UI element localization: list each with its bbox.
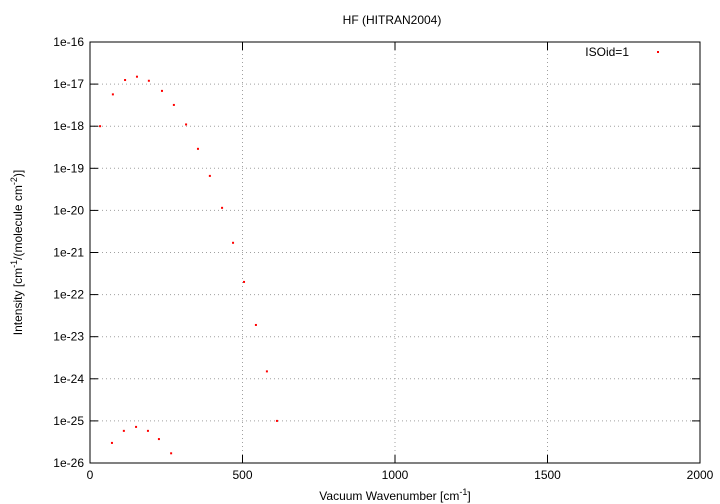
y-axis-label-sup: -1 bbox=[9, 260, 19, 268]
y-tick-label: 1e-24 bbox=[53, 372, 84, 386]
point bbox=[122, 429, 125, 432]
point bbox=[135, 425, 138, 428]
y-tick-label: 1e-21 bbox=[53, 246, 84, 260]
y-tick-label: 1e-19 bbox=[53, 161, 84, 175]
x-tick-label: 1500 bbox=[534, 468, 561, 482]
y-tick-label: 1e-18 bbox=[53, 119, 84, 133]
point bbox=[265, 370, 268, 373]
x-tick-label: 0 bbox=[87, 468, 94, 482]
point bbox=[243, 280, 246, 283]
point bbox=[157, 438, 160, 441]
y-axis-label: Intensity [cm-1/(molecule cm-2)] bbox=[9, 170, 25, 335]
y-tick-label: 1e-22 bbox=[53, 288, 84, 302]
x-axis-label: Vacuum Wavenumber [cm-1] bbox=[319, 487, 470, 503]
point bbox=[185, 123, 188, 126]
y-tick-label: 1e-17 bbox=[53, 77, 84, 91]
point bbox=[135, 75, 138, 78]
point bbox=[170, 452, 173, 455]
point bbox=[110, 441, 113, 444]
y-tick-label: 1e-25 bbox=[53, 414, 84, 428]
point bbox=[111, 93, 114, 96]
x-tick-label: 500 bbox=[232, 468, 252, 482]
point bbox=[254, 323, 257, 326]
point bbox=[147, 79, 150, 82]
point bbox=[172, 103, 175, 106]
y-axis-label-part: )] bbox=[11, 170, 25, 177]
x-tick-label: 1000 bbox=[382, 468, 409, 482]
y-axis-label-sup: -2 bbox=[9, 177, 19, 185]
plot-frame bbox=[89, 41, 701, 464]
y-tick-label: 1e-20 bbox=[53, 203, 84, 217]
point bbox=[124, 79, 127, 82]
point bbox=[99, 125, 102, 128]
y-tick-label: 1e-26 bbox=[53, 456, 84, 470]
chart-title: HF (HITRAN2004) bbox=[343, 13, 442, 27]
x-tick-label: 2000 bbox=[687, 468, 714, 482]
point bbox=[232, 241, 235, 244]
point bbox=[208, 174, 211, 177]
y-tick-label: 1e-23 bbox=[53, 330, 84, 344]
legend-label: ISOid=1 bbox=[585, 45, 629, 59]
x-axis-label-sup: -1 bbox=[459, 487, 467, 497]
point bbox=[146, 429, 149, 432]
legend-marker bbox=[657, 51, 659, 53]
point bbox=[221, 206, 224, 209]
y-axis-label-part: Intensity [cm bbox=[11, 268, 25, 335]
point bbox=[196, 147, 199, 150]
point bbox=[275, 419, 278, 422]
x-axis-label-part: Vacuum Wavenumber [cm bbox=[319, 489, 459, 503]
x-axis-label-part: ] bbox=[467, 489, 470, 503]
point bbox=[160, 89, 163, 92]
y-tick-label: 1e-16 bbox=[53, 35, 84, 49]
y-axis-label-part: /(molecule cm bbox=[11, 185, 25, 260]
